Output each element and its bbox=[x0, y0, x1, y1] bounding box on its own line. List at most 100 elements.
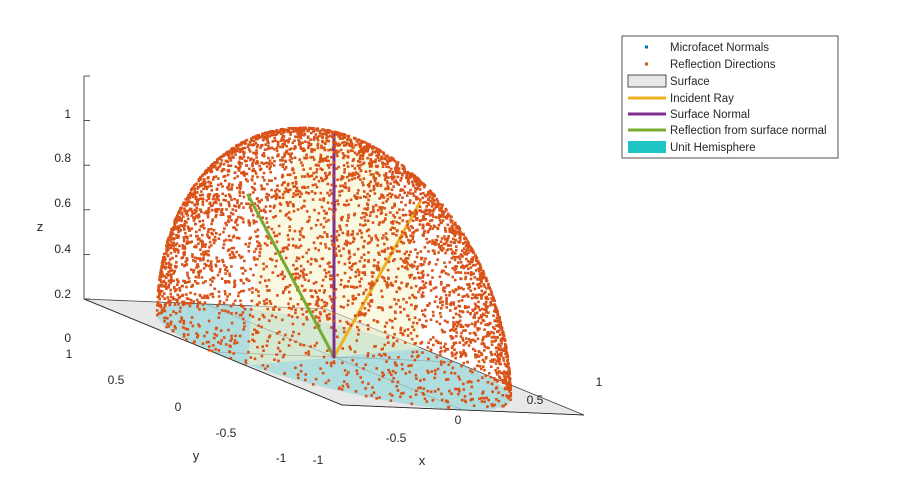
reflection-direction-point bbox=[472, 404, 476, 407]
reflection-direction-point bbox=[391, 172, 394, 176]
reflection-direction-point bbox=[217, 349, 221, 352]
reflection-direction-point bbox=[509, 394, 513, 398]
reflection-direction-point bbox=[457, 322, 460, 326]
reflection-direction-point bbox=[318, 235, 322, 238]
reflection-direction-point bbox=[492, 331, 495, 335]
reflection-direction-point bbox=[365, 147, 368, 150]
reflection-direction-point bbox=[353, 213, 356, 217]
reflection-direction-point bbox=[432, 336, 435, 339]
reflection-direction-point bbox=[235, 236, 239, 240]
reflection-direction-point bbox=[290, 147, 293, 150]
reflection-direction-point bbox=[161, 264, 165, 268]
reflection-direction-point bbox=[301, 255, 305, 259]
reflection-direction-point bbox=[312, 171, 315, 175]
reflection-direction-point bbox=[412, 194, 416, 198]
reflection-direction-point bbox=[473, 332, 477, 335]
reflection-direction-point bbox=[211, 280, 214, 283]
reflection-direction-point bbox=[337, 150, 340, 153]
reflection-direction-point bbox=[395, 164, 398, 168]
reflection-direction-point bbox=[265, 135, 268, 139]
reflection-direction-point bbox=[242, 155, 246, 158]
reflection-direction-point bbox=[291, 244, 295, 247]
reflection-direction-point bbox=[392, 220, 395, 223]
reflection-direction-point bbox=[460, 364, 463, 368]
reflection-direction-point bbox=[464, 236, 467, 239]
reflection-direction-point bbox=[477, 306, 481, 309]
reflection-direction-point bbox=[226, 186, 229, 189]
reflection-direction-point bbox=[169, 240, 173, 243]
reflection-direction-point bbox=[438, 298, 442, 301]
reflection-direction-point bbox=[429, 289, 433, 292]
reflection-direction-point bbox=[304, 126, 307, 130]
reflection-direction-point bbox=[180, 256, 183, 260]
reflection-direction-point bbox=[467, 295, 470, 298]
reflection-direction-point bbox=[376, 238, 380, 242]
reflection-direction-point bbox=[347, 216, 350, 219]
reflection-direction-point bbox=[502, 356, 505, 360]
reflection-direction-point bbox=[303, 132, 307, 136]
reflection-direction-point bbox=[436, 200, 440, 203]
reflection-direction-point bbox=[169, 269, 172, 272]
reflection-direction-point bbox=[369, 173, 373, 176]
reflection-direction-point bbox=[311, 383, 315, 386]
reflection-direction-point bbox=[293, 156, 297, 159]
z-tick-labels: 0 0.2 0.4 0.6 0.8 1 bbox=[54, 107, 71, 345]
reflection-direction-point bbox=[323, 148, 327, 152]
reflection-direction-point bbox=[217, 290, 221, 294]
reflection-direction-point bbox=[272, 130, 275, 134]
reflection-direction-point bbox=[480, 295, 483, 299]
reflection-direction-point bbox=[296, 192, 300, 196]
reflection-direction-point bbox=[467, 344, 471, 347]
reflection-direction-point bbox=[188, 196, 192, 200]
reflection-direction-point bbox=[161, 295, 164, 298]
reflection-direction-point bbox=[453, 278, 457, 282]
reflection-direction-point bbox=[223, 264, 226, 267]
reflection-direction-point bbox=[450, 371, 453, 375]
reflection-direction-point bbox=[319, 176, 323, 180]
reflection-direction-point bbox=[255, 331, 258, 335]
reflection-direction-point bbox=[169, 231, 173, 234]
reflection-direction-point bbox=[369, 293, 372, 296]
reflection-direction-point bbox=[452, 301, 456, 304]
reflection-direction-point bbox=[386, 162, 389, 165]
reflection-direction-point bbox=[446, 237, 449, 241]
reflection-direction-point bbox=[395, 166, 398, 170]
reflection-direction-point bbox=[224, 280, 227, 283]
reflection-direction-point bbox=[461, 325, 465, 329]
reflection-direction-point bbox=[158, 283, 162, 287]
reflection-direction-point bbox=[407, 182, 411, 185]
reflection-direction-point bbox=[306, 260, 310, 263]
reflection-direction-point bbox=[453, 241, 457, 244]
reflection-direction-point bbox=[279, 128, 283, 132]
reflection-direction-point bbox=[240, 202, 243, 205]
reflection-direction-point bbox=[359, 223, 362, 226]
reflection-direction-point bbox=[291, 322, 295, 326]
reflection-direction-point bbox=[460, 286, 463, 290]
reflection-direction-point bbox=[415, 267, 419, 271]
reflection-direction-point bbox=[230, 337, 233, 341]
reflection-direction-point bbox=[349, 140, 353, 144]
reflection-direction-point bbox=[428, 189, 432, 193]
reflection-direction-point bbox=[214, 263, 217, 267]
reflection-direction-point bbox=[454, 252, 457, 255]
reflection-direction-point bbox=[349, 198, 353, 202]
reflection-direction-point bbox=[258, 301, 261, 304]
reflection-direction-point bbox=[251, 143, 255, 147]
reflection-direction-point bbox=[254, 263, 258, 267]
reflection-direction-point bbox=[165, 262, 168, 266]
reflection-direction-point bbox=[253, 143, 256, 146]
reflection-direction-point bbox=[473, 313, 476, 317]
reflection-direction-point bbox=[400, 363, 404, 366]
reflection-direction-point bbox=[184, 281, 187, 284]
reflection-direction-point bbox=[481, 312, 485, 316]
reflection-direction-point bbox=[209, 168, 213, 172]
reflection-direction-point bbox=[422, 295, 425, 298]
reflection-direction-point bbox=[470, 297, 474, 300]
reflection-direction-point bbox=[475, 311, 479, 315]
reflection-direction-point bbox=[346, 155, 350, 158]
reflection-direction-point bbox=[242, 220, 245, 224]
reflection-direction-point bbox=[222, 243, 226, 246]
reflection-direction-point bbox=[288, 229, 292, 232]
reflection-direction-point bbox=[350, 178, 354, 181]
reflection-direction-point bbox=[283, 181, 286, 184]
